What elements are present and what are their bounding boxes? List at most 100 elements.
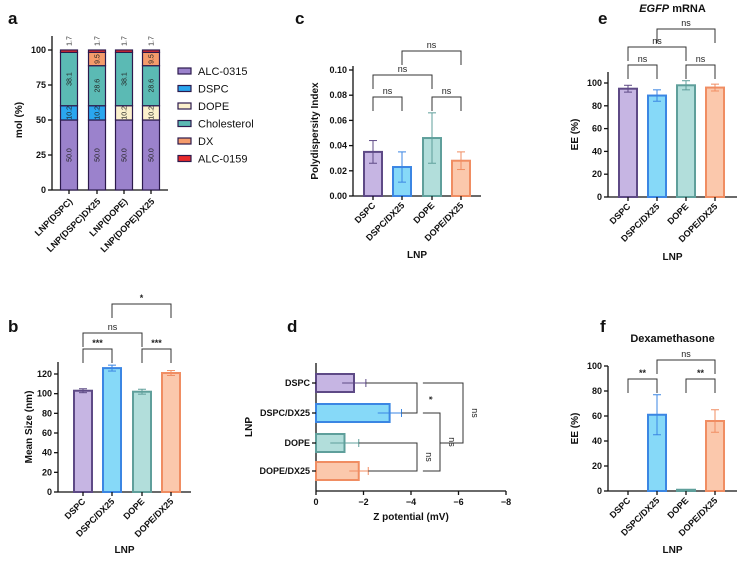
segment-label: 50.0 [149, 148, 156, 162]
significance-label: ns [447, 437, 457, 447]
y-tick-label: DOPE [284, 438, 310, 448]
y-tick-label: 0.04 [329, 141, 347, 151]
segment-label: 28.6 [149, 79, 156, 93]
legend-label: DX [198, 136, 214, 148]
x-tick-label: DSPC [608, 201, 633, 226]
y-tick-label: 100 [37, 389, 52, 399]
significance-bracket [627, 46, 687, 61]
panel-label-d: d [287, 317, 297, 336]
significance-label: * [140, 293, 144, 303]
significance-bracket [141, 348, 172, 363]
bar-dope [132, 390, 152, 494]
y-tick-label: 20 [592, 169, 602, 179]
y-tick-label: 0 [597, 192, 602, 202]
panel-label-e: e [598, 9, 607, 28]
legend-label: ALC-0315 [198, 66, 248, 78]
y-tick-label: 20 [592, 461, 602, 471]
segment-label: 9.5 [149, 54, 156, 64]
y-tick-label: 100 [587, 78, 602, 88]
y-tick-label: 60 [592, 411, 602, 421]
segment-label: 50.0 [95, 148, 102, 162]
stack-segment-alc-0159 [141, 49, 161, 53]
y-axis-label: EE (%) [570, 119, 581, 151]
legend-swatch-alc-0159 [177, 154, 192, 163]
y-tick-label: 60 [42, 428, 52, 438]
significance-bracket [422, 382, 464, 444]
significance-bracket [656, 28, 716, 43]
x-axis-label: LNP [663, 545, 683, 556]
x-tick-label: DOPE [665, 201, 690, 226]
significance-label: ns [681, 18, 691, 28]
y-tick-label: 20 [42, 467, 52, 477]
segment-label: 10.2 [122, 106, 129, 120]
significance-bracket [111, 303, 172, 318]
y-tick-label: 40 [592, 146, 602, 156]
y-tick-label: 0.08 [329, 90, 347, 100]
y-tick-label: 0 [41, 185, 46, 195]
y-tick-label: DSPC [285, 378, 311, 388]
significance-label: * [424, 396, 434, 400]
significance-label: *** [151, 338, 162, 348]
significance-bracket [656, 359, 716, 374]
significance-bracket [431, 96, 462, 111]
bar-dope [676, 84, 696, 198]
significance-label: ns [108, 322, 118, 332]
x-tick-label: DOPE [665, 495, 690, 520]
x-tick-label: −6 [453, 497, 463, 507]
y-tick-label: 25 [36, 150, 46, 160]
y-axis-label: Polydispersity Index [310, 82, 321, 180]
significance-bracket [685, 64, 716, 79]
x-tick-label: −8 [501, 497, 511, 507]
significance-bracket [627, 378, 658, 393]
y-tick-label: 0.02 [329, 166, 347, 176]
y-tick-label: 0.10 [329, 65, 347, 75]
y-tick-label: 40 [592, 436, 602, 446]
bar-dope-dx25 [705, 86, 725, 198]
panel-label-a: a [8, 9, 18, 28]
y-tick-label: 75 [36, 80, 46, 90]
y-tick-label: 60 [592, 124, 602, 134]
legend-label: Cholesterol [198, 119, 254, 131]
y-axis-label: LNP [244, 417, 255, 437]
significance-label: ns [398, 64, 408, 74]
segment-label: 1.7 [149, 36, 156, 46]
y-tick-label: 0.00 [329, 191, 347, 201]
y-axis-label: mol (%) [14, 102, 25, 138]
significance-bracket [685, 378, 716, 393]
significance-bracket [365, 382, 418, 414]
chart-title: EGFP mRNA [639, 3, 706, 15]
y-tick-label: 0.06 [329, 115, 347, 125]
segment-label: 10.2 [149, 106, 156, 120]
y-tick-label: 100 [587, 361, 602, 371]
segment-label: 1.7 [67, 36, 74, 46]
y-axis-label: EE (%) [570, 413, 581, 445]
y-tick-label: 50 [36, 115, 46, 125]
segment-label: 1.7 [122, 36, 129, 46]
significance-bracket [401, 50, 462, 65]
significance-bracket [422, 412, 441, 472]
segment-label: 9.5 [95, 54, 102, 64]
significance-bracket [358, 442, 418, 472]
x-tick-label: −2 [358, 497, 368, 507]
legend-label: ALC-0159 [198, 154, 248, 166]
significance-label: ns [696, 54, 706, 64]
stack-segment-alc-0159 [59, 49, 79, 53]
x-axis-label: Z potential (mV) [373, 512, 449, 523]
significance-label: ns [383, 86, 393, 96]
bar-dspc-dx25 [647, 94, 667, 198]
y-tick-label: DSPC/DX25 [260, 408, 310, 418]
legend-swatch-alc-0315 [177, 67, 192, 75]
x-tick-label: −4 [406, 497, 416, 507]
panel-label-c: c [295, 9, 304, 28]
bar-dspc [618, 87, 638, 198]
chart-title: Dexamethasone [630, 333, 714, 345]
significance-label: ns [424, 452, 434, 462]
chart-title-text: mRNA [669, 3, 706, 15]
chart-title-text: Dexamethasone [630, 333, 714, 345]
legend-swatch-dx [177, 137, 192, 145]
significance-bracket [82, 332, 143, 347]
x-tick-label: DSPC [353, 200, 378, 225]
x-tick-label: DOPE [121, 496, 146, 521]
legend-label: DOPE [198, 101, 229, 113]
